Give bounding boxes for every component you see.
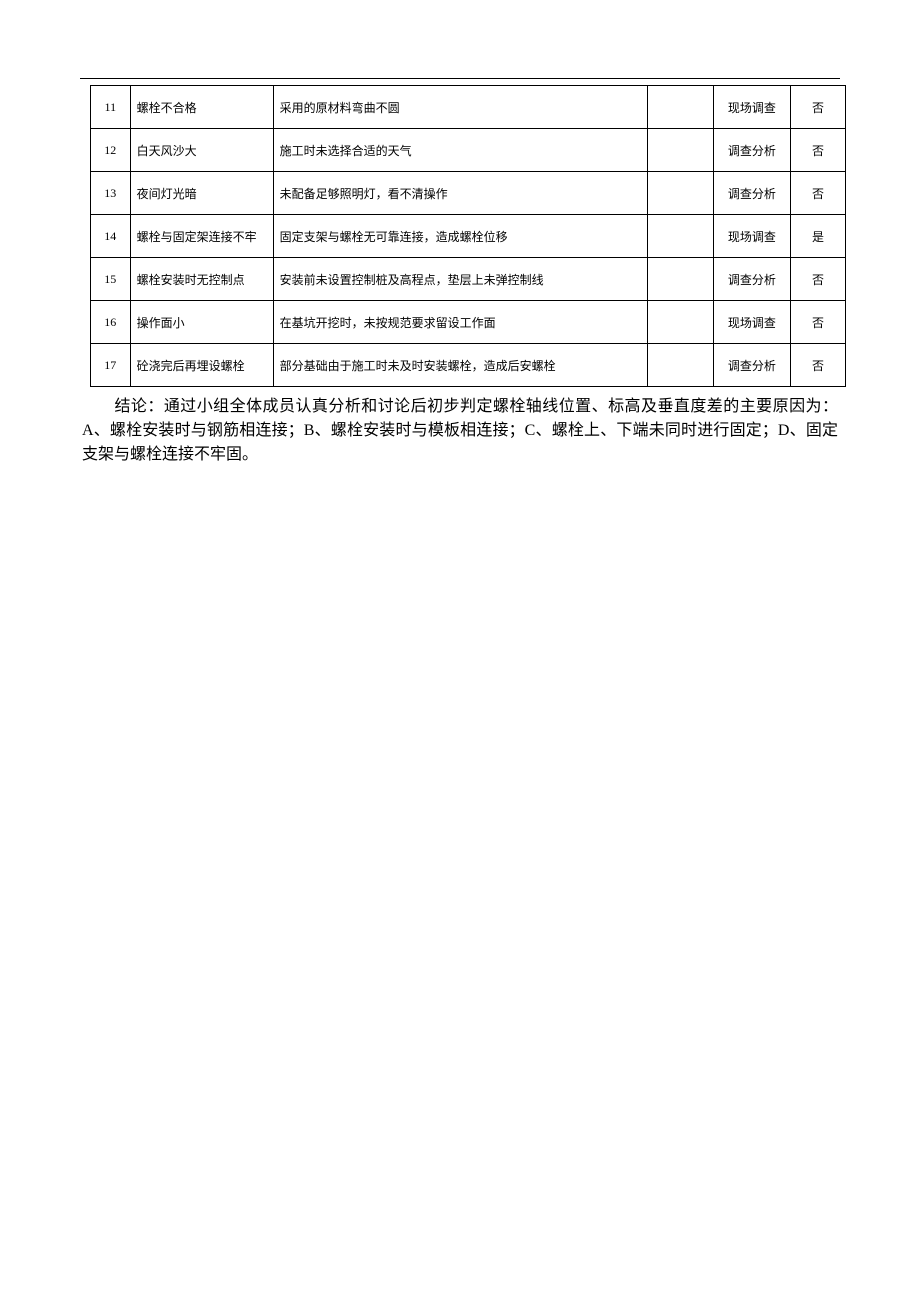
cell-blank	[647, 129, 713, 172]
table-row: 11 螺栓不合格 采用的原材料弯曲不圆 现场调查 否	[91, 86, 846, 129]
cell-blank	[647, 344, 713, 387]
cell-issue: 螺栓与固定架连接不牢	[130, 215, 273, 258]
cell-method: 调查分析	[713, 258, 790, 301]
cell-desc: 在基坑开挖时，未按规范要求留设工作面	[273, 301, 647, 344]
cell-desc: 安装前未设置控制桩及高程点，垫层上未弹控制线	[273, 258, 647, 301]
cell-method: 调查分析	[713, 344, 790, 387]
cell-result: 否	[790, 172, 845, 215]
cell-issue: 夜间灯光暗	[130, 172, 273, 215]
cell-blank	[647, 301, 713, 344]
cell-result: 否	[790, 258, 845, 301]
cell-desc: 施工时未选择合适的天气	[273, 129, 647, 172]
cell-idx: 17	[91, 344, 131, 387]
cell-idx: 16	[91, 301, 131, 344]
cell-blank	[647, 258, 713, 301]
cell-blank	[647, 215, 713, 258]
table-row: 15 螺栓安装时无控制点 安装前未设置控制桩及高程点，垫层上未弹控制线 调查分析…	[91, 258, 846, 301]
cell-issue: 螺栓不合格	[130, 86, 273, 129]
table-row: 12 白天风沙大 施工时未选择合适的天气 调查分析 否	[91, 129, 846, 172]
cell-blank	[647, 172, 713, 215]
cell-idx: 14	[91, 215, 131, 258]
cell-idx: 13	[91, 172, 131, 215]
cell-method: 现场调查	[713, 86, 790, 129]
cell-result: 否	[790, 86, 845, 129]
cell-result: 否	[790, 301, 845, 344]
cell-result: 是	[790, 215, 845, 258]
cell-issue: 白天风沙大	[130, 129, 273, 172]
cell-idx: 11	[91, 86, 131, 129]
cell-method: 调查分析	[713, 129, 790, 172]
cell-desc: 固定支架与螺栓无可靠连接，造成螺栓位移	[273, 215, 647, 258]
cell-result: 否	[790, 344, 845, 387]
cell-desc: 未配备足够照明灯，看不清操作	[273, 172, 647, 215]
cell-method: 调查分析	[713, 172, 790, 215]
page-header-rule	[80, 78, 840, 79]
cell-issue: 螺栓安装时无控制点	[130, 258, 273, 301]
cell-desc: 采用的原材料弯曲不圆	[273, 86, 647, 129]
cell-issue: 操作面小	[130, 301, 273, 344]
table-body: 11 螺栓不合格 采用的原材料弯曲不圆 现场调查 否 12 白天风沙大 施工时未…	[91, 86, 846, 387]
cell-result: 否	[790, 129, 845, 172]
cell-method: 现场调查	[713, 215, 790, 258]
table-row: 14 螺栓与固定架连接不牢 固定支架与螺栓无可靠连接，造成螺栓位移 现场调查 是	[91, 215, 846, 258]
cell-issue: 砼浇完后再埋设螺栓	[130, 344, 273, 387]
cell-desc: 部分基础由于施工时未及时安装螺栓，造成后安螺栓	[273, 344, 647, 387]
conclusion-paragraph: 结论：通过小组全体成员认真分析和讨论后初步判定螺栓轴线位置、标高及垂直度差的主要…	[80, 395, 840, 467]
cell-idx: 12	[91, 129, 131, 172]
table-row: 17 砼浇完后再埋设螺栓 部分基础由于施工时未及时安装螺栓，造成后安螺栓 调查分…	[91, 344, 846, 387]
table-row: 16 操作面小 在基坑开挖时，未按规范要求留设工作面 现场调查 否	[91, 301, 846, 344]
analysis-table: 11 螺栓不合格 采用的原材料弯曲不圆 现场调查 否 12 白天风沙大 施工时未…	[90, 85, 846, 387]
cell-blank	[647, 86, 713, 129]
table-row: 13 夜间灯光暗 未配备足够照明灯，看不清操作 调查分析 否	[91, 172, 846, 215]
cell-idx: 15	[91, 258, 131, 301]
cell-method: 现场调查	[713, 301, 790, 344]
conclusion-text: 结论：通过小组全体成员认真分析和讨论后初步判定螺栓轴线位置、标高及垂直度差的主要…	[82, 398, 838, 463]
